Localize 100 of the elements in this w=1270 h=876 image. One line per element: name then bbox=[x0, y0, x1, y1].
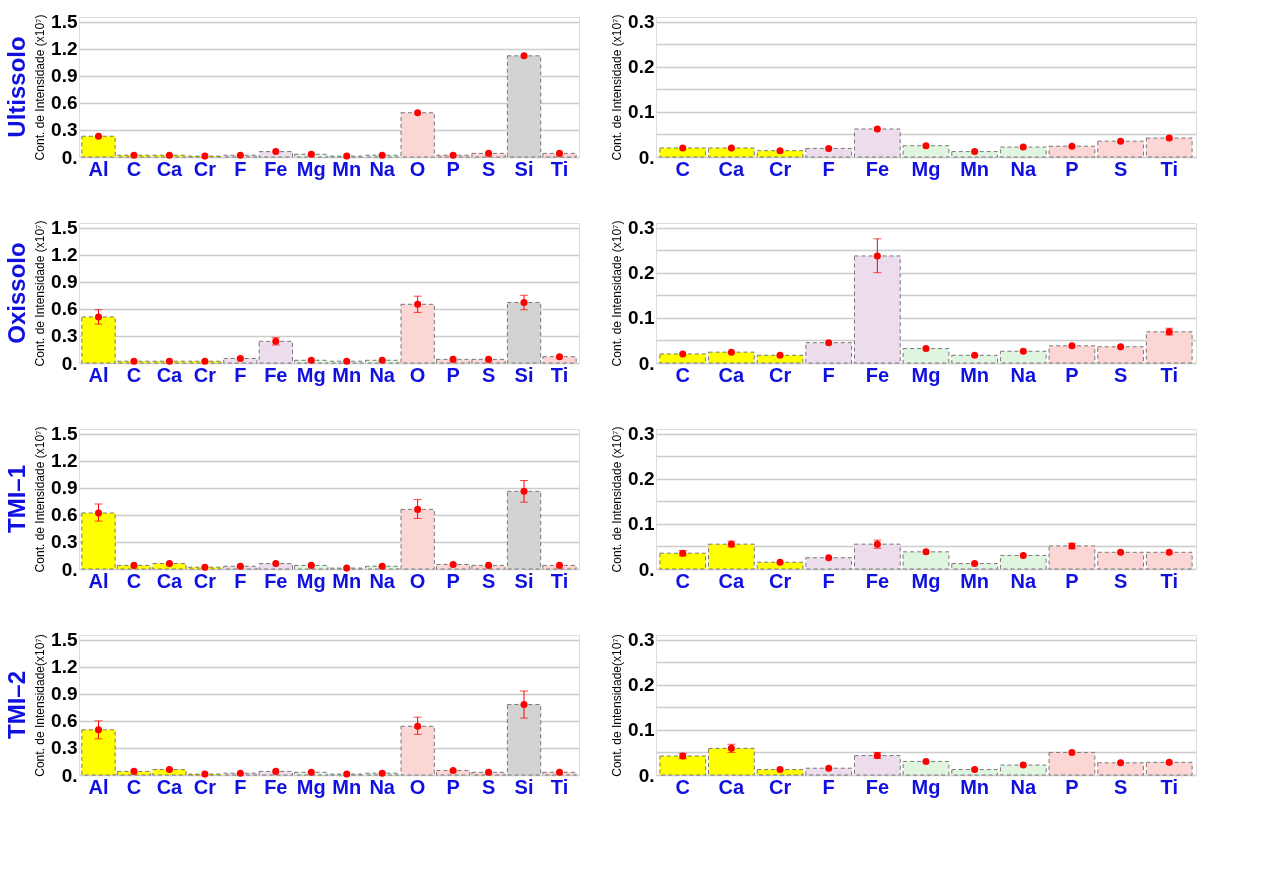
x-tick-label: F bbox=[822, 569, 835, 592]
x-tick-label: Mn bbox=[960, 363, 990, 386]
x-tick-label: Si bbox=[514, 363, 534, 386]
point bbox=[971, 766, 979, 774]
x-tick-label: Mg bbox=[296, 157, 326, 180]
x-tick-label: C bbox=[675, 569, 690, 592]
point bbox=[414, 505, 422, 513]
x-tick-label: S bbox=[1113, 569, 1128, 592]
bar bbox=[1145, 331, 1193, 364]
y-tick-label: 0. bbox=[638, 146, 655, 168]
x-tick-label: Cr bbox=[193, 775, 217, 798]
y-tick-label: 0. bbox=[61, 764, 78, 786]
x-tick-label: Fe bbox=[865, 775, 890, 798]
x-tick-label: F bbox=[234, 775, 247, 798]
point bbox=[201, 563, 209, 571]
point bbox=[165, 357, 173, 365]
point bbox=[825, 339, 833, 347]
x-tick-label: P bbox=[446, 569, 460, 592]
y-tick-label: 0. bbox=[638, 352, 655, 374]
x-tick-label: Mg bbox=[911, 363, 941, 386]
bar bbox=[659, 353, 707, 364]
text: TMI–2 bbox=[2, 670, 30, 740]
point bbox=[307, 150, 315, 158]
bar bbox=[1145, 137, 1193, 158]
point bbox=[555, 149, 564, 157]
point bbox=[825, 144, 833, 152]
point bbox=[272, 148, 280, 156]
point bbox=[873, 125, 881, 133]
y-tick-label: 1.2 bbox=[51, 38, 78, 60]
y-tick-label: 0.2 bbox=[628, 56, 655, 78]
y-tick-label: 0.1 bbox=[628, 719, 655, 741]
y-tick-label: 0.9 bbox=[51, 271, 78, 293]
y-axis-title: Cont. de Intensidade(x10⁷) bbox=[610, 634, 625, 777]
point bbox=[449, 151, 457, 159]
y-tick-label: 1.5 bbox=[51, 423, 78, 445]
y-tick-label: 0.3 bbox=[51, 325, 78, 347]
bar bbox=[1145, 551, 1193, 570]
point bbox=[130, 151, 138, 159]
y-tick-label: 0.1 bbox=[628, 307, 655, 329]
y-tick-label: 0.2 bbox=[628, 674, 655, 696]
x-tick-label: Ti bbox=[550, 775, 569, 798]
x-tick-label: S bbox=[481, 157, 496, 180]
point bbox=[307, 561, 315, 569]
y-tick-label: 0.3 bbox=[628, 423, 655, 445]
x-tick-label: C bbox=[675, 775, 690, 798]
x-tick-label: Mg bbox=[911, 569, 941, 592]
point bbox=[343, 770, 351, 778]
y-tick-label: 0.2 bbox=[628, 468, 655, 490]
x-tick-label: Fe bbox=[264, 363, 288, 386]
x-tick-label: Al bbox=[88, 775, 109, 798]
text: Ultissolo bbox=[2, 36, 30, 138]
y-tick-label: 0.1 bbox=[628, 513, 655, 535]
point bbox=[825, 764, 833, 772]
y-axis-title: Cont. de Intensidade (x10⁷) bbox=[610, 426, 625, 573]
y-tick-label: 0.2 bbox=[628, 262, 655, 284]
x-tick-label: Si bbox=[514, 157, 534, 180]
point bbox=[971, 148, 979, 156]
x-tick-label: Fe bbox=[264, 775, 288, 798]
point bbox=[1117, 759, 1125, 767]
y-tick-label: 1.5 bbox=[51, 217, 78, 239]
x-tick-label: O bbox=[409, 363, 426, 386]
y-axis-title: Cont. de Intensidade (x10⁷) bbox=[610, 220, 625, 367]
y-tick-label: 0.6 bbox=[51, 92, 78, 114]
x-tick-label: Si bbox=[514, 775, 534, 798]
x-tick-label: Mn bbox=[960, 569, 990, 592]
y-axis-title: Cont. de Intensidade (x10⁷) bbox=[33, 220, 48, 367]
x-tick-label: Fe bbox=[264, 569, 288, 592]
x-tick-label: Cr bbox=[768, 569, 792, 592]
y-tick-label: 0.3 bbox=[51, 119, 78, 141]
x-tick-label: O bbox=[409, 569, 426, 592]
x-tick-label: Ti bbox=[1160, 363, 1178, 386]
x-tick-label: Mn bbox=[332, 157, 362, 180]
x-tick-label: Ca bbox=[718, 157, 746, 180]
point bbox=[236, 151, 244, 159]
x-tick-label: Mg bbox=[911, 775, 941, 798]
x-tick-label: S bbox=[481, 363, 496, 386]
bar bbox=[659, 552, 707, 570]
point bbox=[727, 348, 735, 356]
bar bbox=[659, 755, 707, 776]
point bbox=[485, 561, 493, 569]
bar bbox=[1097, 140, 1144, 158]
x-tick-label: Fe bbox=[865, 157, 890, 180]
point bbox=[1019, 551, 1027, 559]
point bbox=[727, 144, 735, 152]
text: TMI–1 bbox=[2, 464, 30, 534]
x-tick-label: Ca bbox=[156, 775, 184, 798]
y-tick-label: 0.6 bbox=[51, 298, 78, 320]
x-tick-label: Ti bbox=[1160, 157, 1178, 180]
x-tick-label: Fe bbox=[865, 569, 890, 592]
bar bbox=[708, 147, 755, 158]
x-tick-label: Mn bbox=[960, 775, 990, 798]
y-tick-label: 1.5 bbox=[51, 11, 78, 33]
x-tick-label: C bbox=[126, 569, 142, 592]
y-tick-label: 0.3 bbox=[628, 629, 655, 651]
y-tick-label: 0. bbox=[61, 146, 78, 168]
point bbox=[971, 351, 979, 359]
x-tick-label: S bbox=[1113, 157, 1128, 180]
point bbox=[520, 52, 528, 60]
x-tick-label: F bbox=[234, 363, 247, 386]
x-tick-label: C bbox=[675, 363, 690, 386]
